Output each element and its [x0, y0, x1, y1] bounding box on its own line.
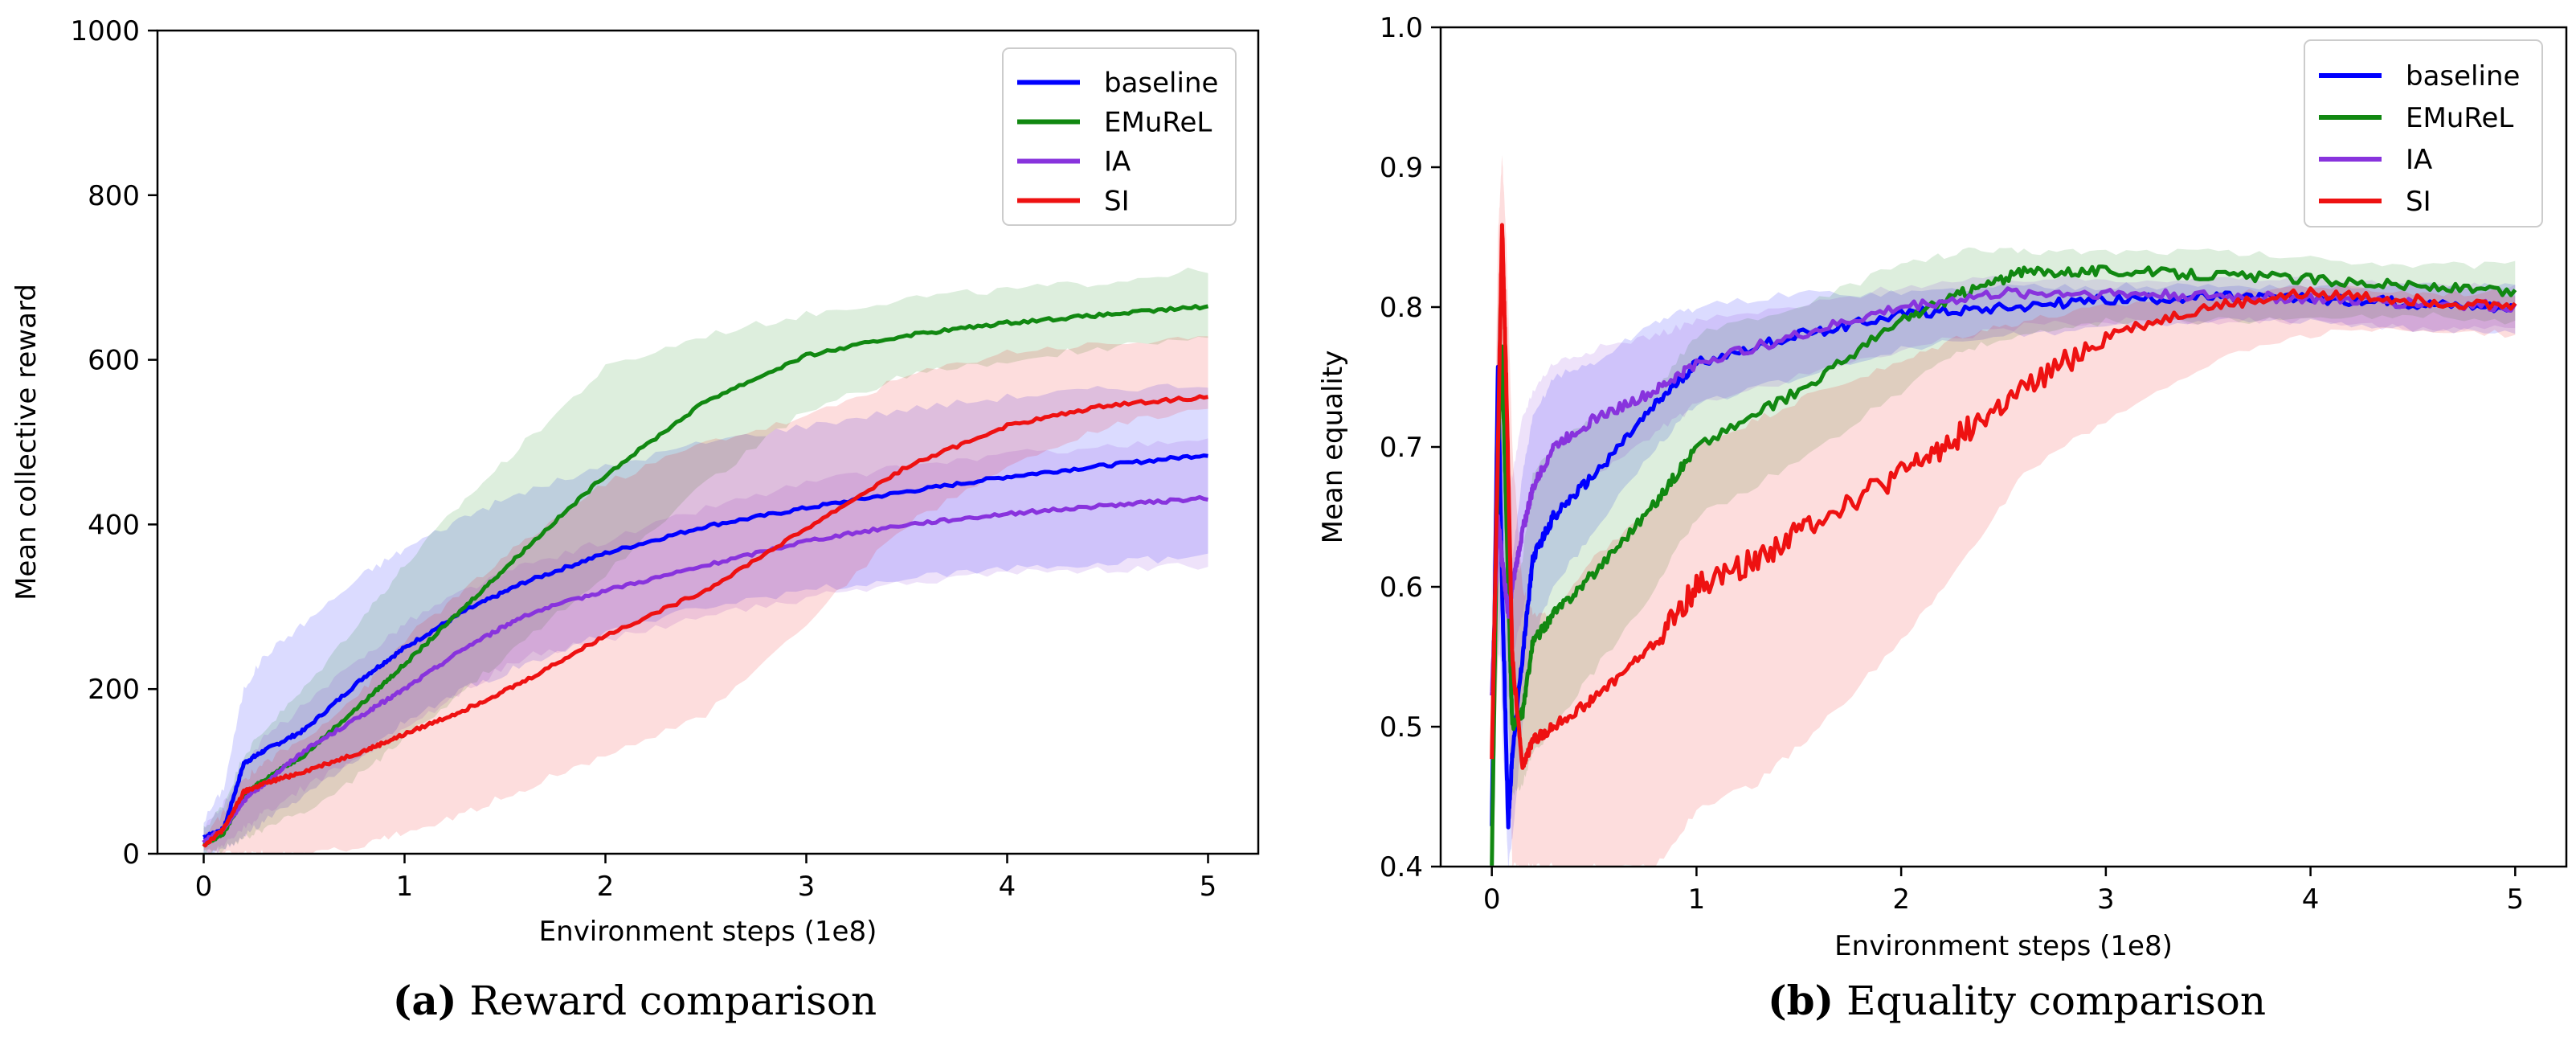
equality-y-tick-label: 0.8: [1380, 292, 1423, 324]
equality-x-tick-label: 4: [2302, 883, 2320, 916]
equality-legend-label-ia: IA: [2406, 144, 2432, 176]
reward-bands: [203, 267, 1208, 854]
equality-legend-label-si: SI: [2406, 186, 2431, 218]
reward-band-baseline: [203, 383, 1208, 854]
equality-y-tick-label: 0.6: [1380, 572, 1423, 604]
reward-line-baseline: [202, 453, 1208, 840]
equality-x-tick-label: 5: [2506, 883, 2524, 916]
reward-x-tick-label: 1: [396, 871, 414, 903]
reward-y-tick-label: 1000: [70, 15, 140, 47]
equality-y-tick-label: 0.9: [1380, 152, 1423, 184]
equality-line-si: [1490, 223, 2517, 770]
reward-legend-box: [1002, 47, 1237, 226]
reward-lines: [202, 304, 1209, 848]
reward-y-ticks: 0 200 400 600 800 1000: [70, 15, 157, 871]
reward-y-tick-label: 800: [88, 180, 140, 212]
reward-plot-frame: [156, 29, 1260, 855]
reward-legend: baseline EMuReL IA SI: [1002, 47, 1237, 226]
reward-x-axis-label: Environment steps (1e8): [539, 916, 877, 948]
equality-band-emurel: [1491, 247, 2516, 867]
equality-chart: 0 1 2 3 4 5 0.4 0.5 0.6 0.7 0.8 0.9 1.0 Environment…: [1317, 12, 2568, 1024]
reward-x-ticks: 0 1 2 3 4 5: [195, 854, 1217, 903]
equality-legend-box: [2304, 39, 2543, 227]
equality-lines: [1490, 223, 2517, 866]
reward-y-tick-label: 400: [88, 509, 140, 541]
equality-x-tick-label: 3: [2097, 883, 2115, 916]
reward-x-tick-label: 0: [195, 871, 213, 903]
equality-band-ia: [1491, 275, 2516, 794]
reward-caption: (a) Reward comparison: [393, 977, 877, 1024]
equality-legend-label-emurel: EMuReL: [2406, 102, 2513, 134]
reward-line-ia: [202, 494, 1208, 843]
equality-bands: [1491, 155, 2516, 867]
equality-legend-label-baseline: baseline: [2406, 60, 2520, 92]
reward-x-tick-label: 3: [798, 871, 816, 903]
equality-x-tick-label: 1: [1688, 883, 1706, 916]
reward-line-si: [202, 394, 1208, 848]
reward-band-emurel: [203, 267, 1208, 854]
equality-x-tick-label: 0: [1483, 883, 1501, 916]
reward-caption-label: (a): [393, 977, 457, 1024]
equality-caption-label: (b): [1768, 977, 1834, 1024]
reward-y-tick-label: 200: [88, 674, 140, 706]
equality-y-tick-label: 0.5: [1380, 711, 1423, 744]
equality-y-tick-label: 1.0: [1380, 12, 1423, 44]
equality-band-si: [1491, 155, 2516, 867]
reward-legend-label-baseline: baseline: [1104, 68, 1218, 100]
equality-legend: baseline EMuReL IA SI: [2304, 39, 2543, 227]
reward-band-si: [203, 336, 1208, 854]
equality-x-tick-label: 2: [1892, 883, 1910, 916]
reward-chart: 0 1 2 3 4 5 0 200 400 600 800 1000 Environment ste…: [10, 15, 1260, 1024]
equality-x-ticks: 0 1 2 3 4 5: [1483, 867, 2524, 916]
equality-x-axis-label: Environment steps (1e8): [1834, 930, 2173, 962]
equality-y-tick-label: 0.7: [1380, 432, 1423, 464]
reward-x-tick-label: 2: [597, 871, 615, 903]
reward-x-tick-label: 5: [1200, 871, 1217, 903]
reward-x-tick-label: 4: [999, 871, 1016, 903]
reward-band-ia: [203, 438, 1208, 853]
reward-caption-text: Reward comparison: [456, 978, 877, 1024]
reward-legend-label-si: SI: [1104, 186, 1130, 218]
reward-y-axis-label: Mean collective reward: [10, 284, 43, 600]
reward-y-tick-label: 600: [88, 345, 140, 377]
equality-caption-text: Equality comparison: [1834, 978, 2266, 1024]
equality-y-axis-label: Mean equality: [1317, 350, 1349, 544]
reward-legend-label-ia: IA: [1104, 146, 1131, 178]
equality-caption: (b) Equality comparison: [1768, 977, 2266, 1024]
equality-y-tick-label: 0.4: [1380, 851, 1423, 883]
reward-y-tick-label: 0: [122, 838, 140, 871]
equality-y-ticks: 0.4 0.5 0.6 0.7 0.8 0.9 1.0: [1380, 12, 1441, 883]
reward-legend-label-emurel: EMuReL: [1104, 107, 1212, 139]
equality-line-ia: [1490, 286, 2517, 696]
